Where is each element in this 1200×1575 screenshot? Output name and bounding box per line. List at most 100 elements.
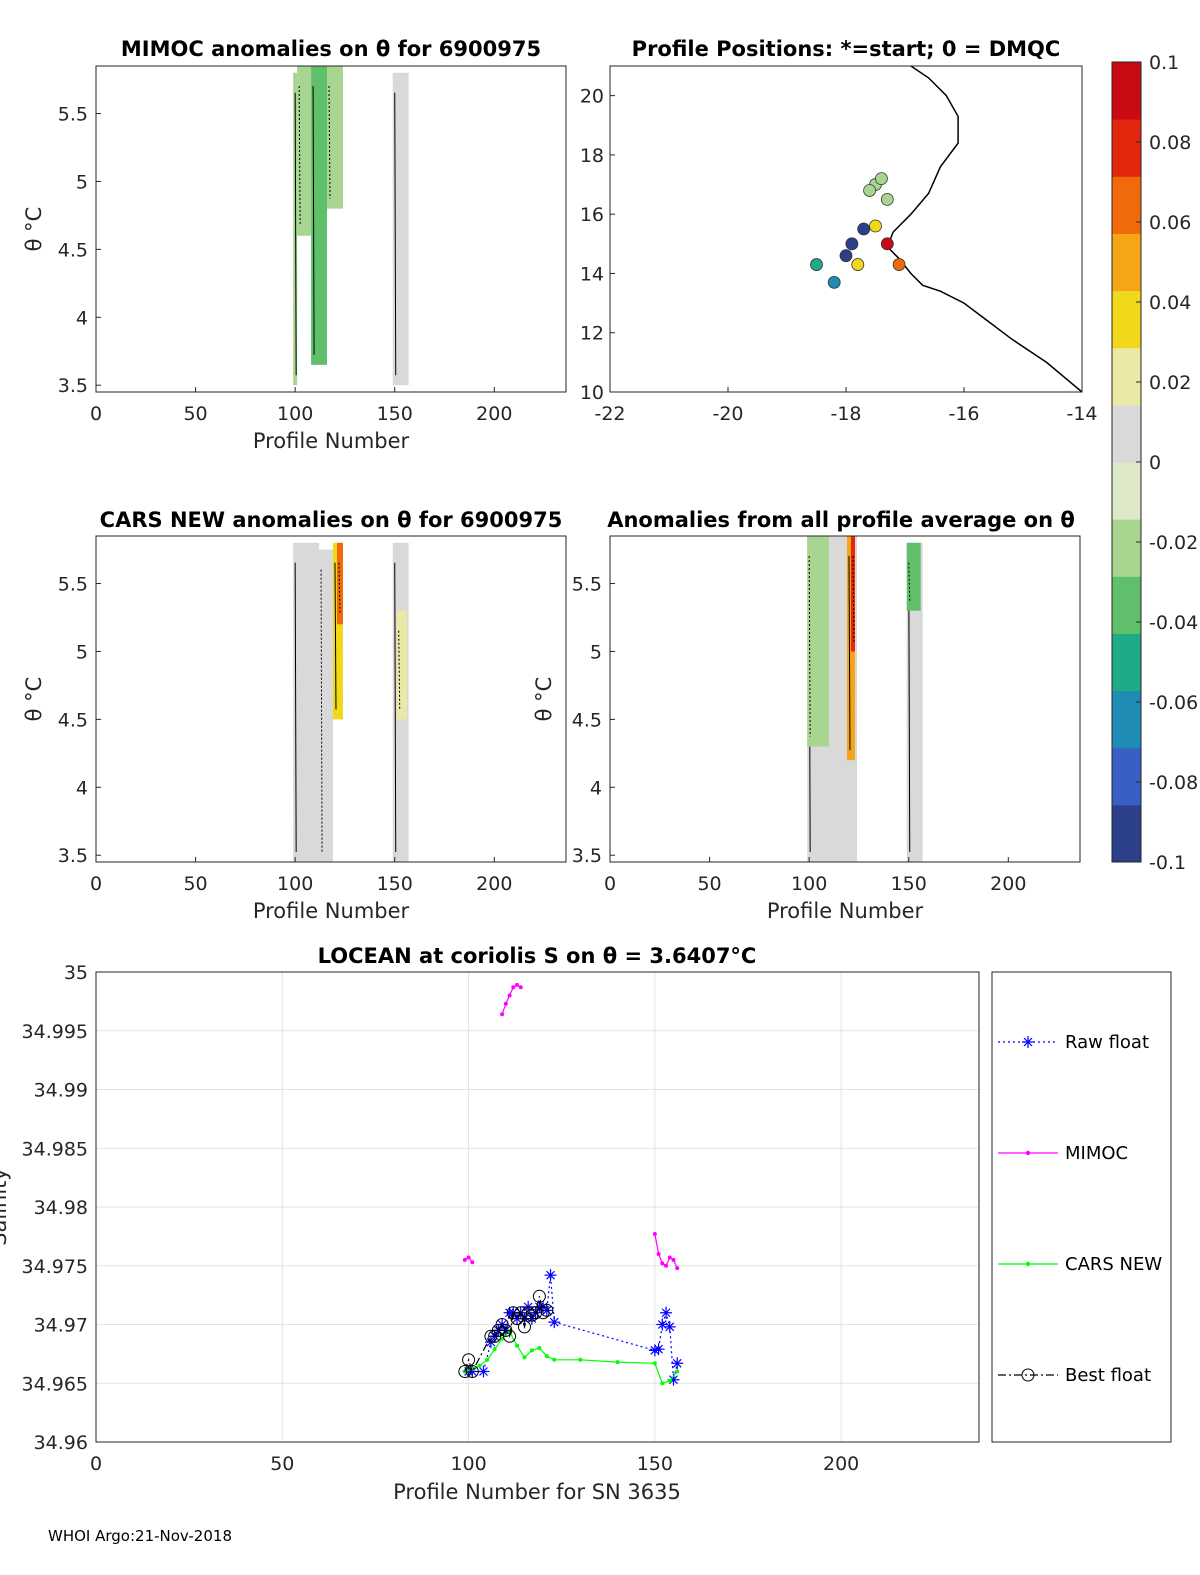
x-tick-label: 150 (377, 403, 413, 425)
colorbar-segment (1112, 176, 1141, 234)
colorbar-tick-label: 0.06 (1149, 212, 1191, 234)
panel-average-axes-box (609, 535, 1081, 863)
y-tick-label: 5 (76, 641, 88, 663)
colorbar-tick-label: 0 (1149, 452, 1161, 474)
series-line (501, 984, 522, 1015)
x-tick-label: 100 (450, 1453, 486, 1475)
x-tick-label: -14 (1066, 403, 1097, 425)
data-point-circle (532, 1289, 546, 1303)
data-point-star (656, 1318, 669, 1331)
star-stroke (549, 1317, 559, 1327)
legend-label: MIMOC (1065, 1143, 1128, 1164)
data-point-dot (652, 1232, 657, 1237)
y-tick-label: 34.99 (34, 1080, 88, 1102)
colorbar-segment (1112, 519, 1141, 577)
p3-cell-column (332, 542, 343, 720)
colorbar-segment (1112, 633, 1141, 692)
data-point-dot (503, 1001, 508, 1006)
x-tick-label: -18 (830, 403, 861, 425)
colorbar-segment (1112, 462, 1141, 520)
profile-position-marker (875, 172, 888, 186)
legend-label: Best float (1065, 1365, 1151, 1386)
p4-contour-line (848, 555, 851, 751)
panel-average-xlabel: Profile Number (767, 899, 924, 923)
profile-position-marker (810, 258, 823, 271)
data-point-dot (522, 1355, 527, 1360)
series-line (464, 1296, 548, 1374)
data-point-dot (671, 1257, 676, 1262)
data-point-star (544, 1269, 557, 1282)
panel-mimoc-axes-box (95, 65, 567, 393)
panel-salinity-ylabel: Salinity (0, 1168, 11, 1246)
star-stroke (501, 1325, 511, 1335)
panel-mimoc-xlabel: Profile Number (253, 429, 410, 453)
profile-position-marker (857, 222, 871, 236)
legend-marker-star (1023, 1037, 1033, 1047)
star-stroke (672, 1358, 682, 1368)
panel-mimoc: MIMOC anomalies on θ for 6900975 0 50 100 1… (22, 37, 567, 453)
data-point-dot (462, 1257, 467, 1262)
y-tick-label: 12 (580, 323, 604, 345)
data-point-dot (500, 1336, 505, 1341)
p3-contour-line (338, 562, 341, 615)
p1-contour-line (394, 92, 397, 376)
x-tick-label: -16 (948, 403, 979, 425)
data-point-circle (521, 1306, 535, 1320)
data-point-dot (466, 1255, 471, 1260)
x-tick-label: 50 (697, 873, 721, 895)
profile-position-marker (880, 237, 894, 251)
panel-positions-axes-box (609, 65, 1083, 393)
panel-positions: Profile Positions: *=start; 0 = DMQC -22… (580, 37, 1098, 425)
colorbar-segment (1112, 119, 1141, 177)
x-tick-label: 150 (891, 873, 927, 895)
star-stroke (657, 1320, 667, 1329)
legend-marker-dot (1025, 1261, 1031, 1267)
data-point-dot (518, 985, 523, 990)
colorbar-segment (1112, 233, 1141, 292)
profile-position-marker (839, 249, 853, 263)
x-tick-label: 0 (90, 873, 102, 895)
data-point-dot (507, 993, 512, 998)
data-point-circle (462, 1353, 476, 1367)
data-point-dot (529, 1348, 534, 1353)
y-tick-label: 3.5 (58, 845, 88, 867)
x-tick-label: 200 (990, 873, 1026, 895)
x-tick-label: 50 (183, 873, 207, 895)
p1-cell-column (297, 66, 312, 236)
y-tick-label: 16 (580, 204, 604, 226)
data-point-dot (537, 1346, 542, 1350)
colorbar-segment (1112, 290, 1141, 349)
y-tick-label: 35 (64, 962, 88, 984)
data-point-dot (675, 1369, 680, 1374)
legend-marker-dot (1025, 1150, 1031, 1156)
x-tick-label: -20 (712, 403, 743, 425)
colorbar-tick-label: 0.1 (1149, 52, 1179, 74)
y-tick-label: 34.98 (34, 1197, 88, 1219)
x-tick-label: 200 (476, 403, 512, 425)
p3-cell-column (336, 542, 343, 625)
data-point-star (477, 1365, 490, 1378)
x-tick-label: 50 (183, 403, 207, 425)
star-stroke (512, 1314, 522, 1324)
y-tick-label: 20 (580, 86, 604, 108)
x-tick-label: 200 (823, 1453, 859, 1475)
data-point-circle (458, 1365, 472, 1378)
colorbar-tick-label: -0.1 (1149, 852, 1186, 874)
p4-cell-column (906, 542, 923, 862)
panel-salinity-title: LOCEAN at coriolis S on θ = 3.6407°C (318, 944, 757, 968)
y-tick-label: 3.5 (572, 845, 602, 867)
colorbar-segment (1112, 62, 1141, 120)
data-point-dot (511, 985, 516, 990)
y-tick-label: 34.96 (34, 1432, 88, 1454)
data-point-dot (656, 1252, 661, 1256)
y-tick-label: 4 (76, 307, 88, 329)
x-tick-label: 100 (277, 873, 313, 895)
panel-salinity-xlabel: Profile Number for SN 3635 (393, 1480, 681, 1504)
profile-position-marker (863, 184, 876, 197)
colorbar-segment (1112, 690, 1141, 749)
y-tick-label: 5 (590, 641, 602, 663)
y-tick-label: 5.5 (58, 104, 88, 126)
panel-cars-axes-box (95, 535, 567, 863)
legend-label: Raw float (1065, 1032, 1149, 1053)
